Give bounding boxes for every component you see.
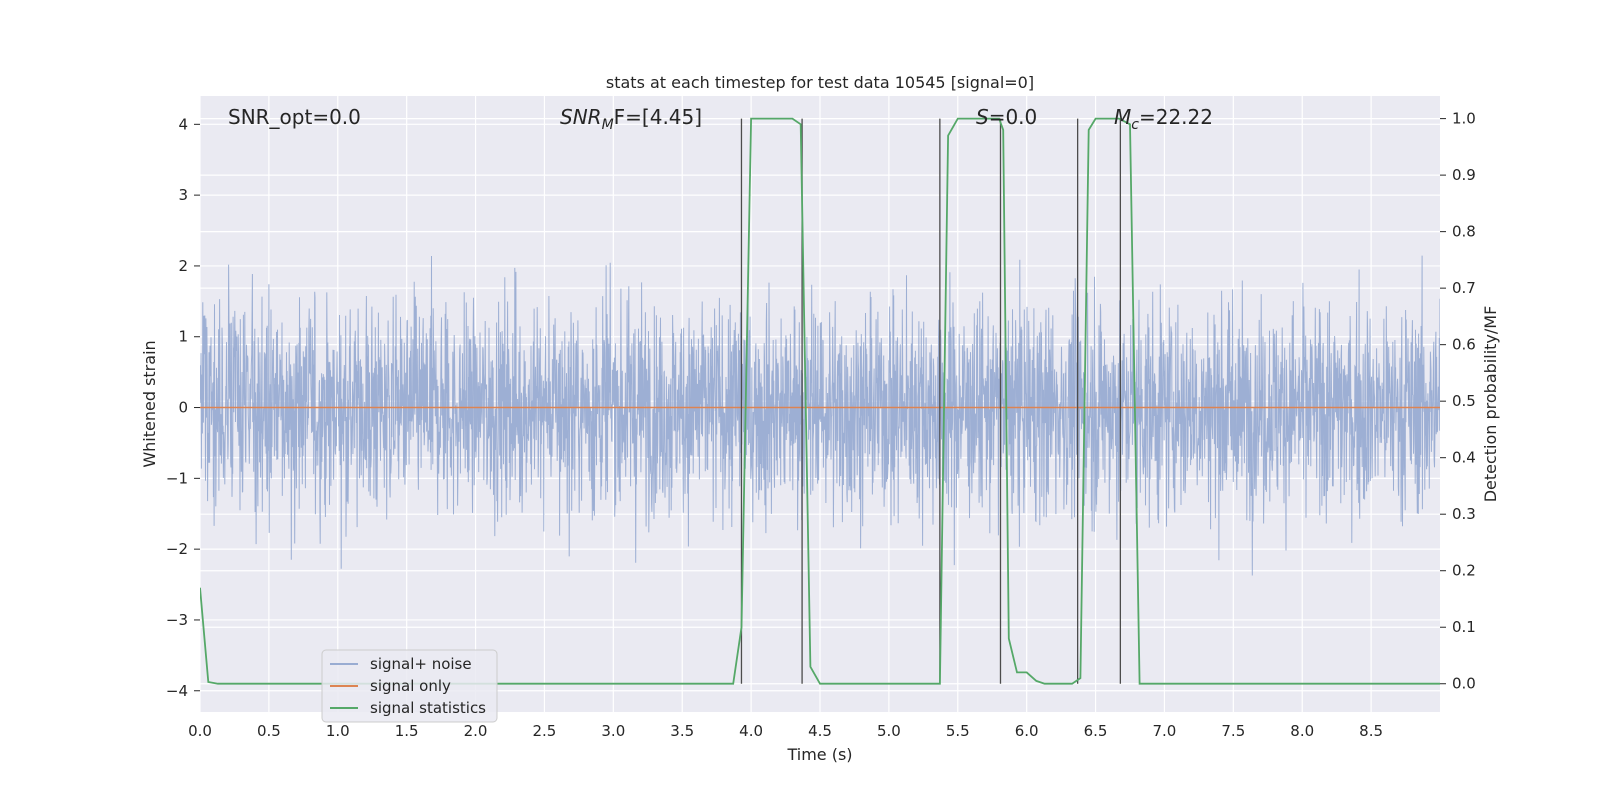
x-tick-label: 6.5 (1084, 722, 1108, 740)
snr-mf-sub: M (602, 117, 614, 133)
x-tick-label: 4.0 (739, 722, 763, 740)
y-tick-label-right: 0.1 (1452, 618, 1476, 636)
annotation-mc: Mc=22.22 (1114, 105, 1213, 133)
x-tick-label: 2.0 (464, 722, 488, 740)
y-tick-label-right: 0.0 (1452, 675, 1476, 693)
x-tick-label: 6.0 (1015, 722, 1039, 740)
y-tick-label-right: 0.8 (1452, 223, 1476, 241)
x-tick-label: 3.5 (670, 722, 694, 740)
x-tick-label: 8.0 (1290, 722, 1314, 740)
legend-label-signal-noise: signal+ noise (370, 655, 472, 673)
x-axis-label: Time (s) (786, 745, 852, 764)
mc-var: M (1114, 105, 1131, 129)
x-tick-label: 4.5 (808, 722, 832, 740)
snr-mf-suffix: F=[4.45] (614, 105, 702, 129)
legend: signal+ noise signal only signal statist… (321, 649, 498, 723)
x-tick-label: 5.0 (877, 722, 901, 740)
x-tick-label: 0.0 (188, 722, 212, 740)
signal-statistics-line (200, 117, 1440, 685)
y-tick-label-right: 1.0 (1452, 110, 1476, 128)
y-tick-label-right: 0.6 (1452, 336, 1476, 354)
y-tick-label-left: 3 (178, 186, 188, 204)
y-axis-label-right: Detection probability/MF (1481, 306, 1500, 503)
y-tick-label-right: 0.3 (1452, 505, 1476, 523)
y-tick-label-right: 0.7 (1452, 279, 1476, 297)
y-tick-label-right: 0.2 (1452, 562, 1476, 580)
y-tick-label-right: 0.9 (1452, 166, 1476, 184)
legend-label-signal-only: signal only (370, 677, 451, 695)
legend-box (321, 649, 498, 723)
y-tick-label-right: 0.4 (1452, 449, 1476, 467)
y-tick-label-left: −4 (166, 682, 188, 700)
y-tick-label-left: −2 (166, 540, 188, 558)
y-tick-label-left: −3 (166, 611, 188, 629)
s-var: S (976, 105, 989, 129)
x-tick-label: 3.0 (601, 722, 625, 740)
axis-ticks: 0.0 0.5 1.0 1.5 2.0 2.5 3.0 3.5 4.0 4.5 5.0 5.5 6.0 6… (166, 110, 1476, 740)
s-value: =0.0 (989, 105, 1038, 129)
y-tick-label-left: −1 (166, 469, 188, 487)
signal-noise-line (200, 255, 1440, 576)
chart-title: stats at each timestep for test data 105… (606, 73, 1034, 92)
y-tick-label-right: 0.5 (1452, 392, 1476, 410)
y-tick-label-left: 1 (178, 328, 188, 346)
x-tick-label: 0.5 (257, 722, 281, 740)
y-tick-label-left: 2 (178, 257, 188, 275)
mc-value: =22.22 (1139, 105, 1213, 129)
annotation-snr-mf: SNRMF=[4.45] (560, 105, 702, 133)
x-tick-label: 7.5 (1221, 722, 1245, 740)
y-tick-label-left: 0 (178, 399, 188, 417)
x-tick-label: 7.0 (1153, 722, 1177, 740)
signal-statistics-series (200, 117, 1440, 685)
signal-noise-series (200, 255, 1440, 576)
x-tick-label: 1.5 (395, 722, 419, 740)
x-tick-label: 1.0 (326, 722, 350, 740)
x-tick-label: 5.5 (946, 722, 970, 740)
y-tick-label-left: 4 (178, 115, 188, 133)
y-axis-label-left: Whitened strain (140, 340, 159, 467)
mc-sub: c (1131, 117, 1139, 133)
annotation-s: S=0.0 (976, 105, 1037, 129)
x-tick-label: 8.5 (1359, 722, 1383, 740)
snr-mf-prefix: SNR (560, 105, 602, 129)
x-tick-label: 2.5 (533, 722, 557, 740)
event-markers (740, 118, 1122, 684)
legend-label-signal-statistics: signal statistics (370, 699, 486, 717)
annotation-snr-opt: SNR_opt=0.0 (228, 105, 361, 129)
